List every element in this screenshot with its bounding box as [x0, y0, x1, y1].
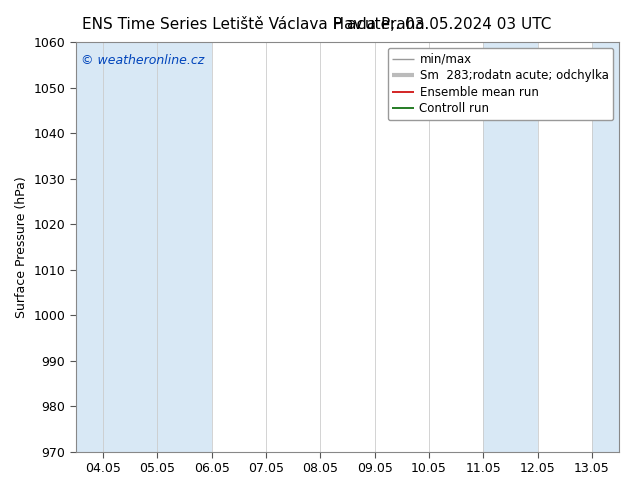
- Bar: [76, 42, 212, 452]
- Y-axis label: Surface Pressure (hPa): Surface Pressure (hPa): [15, 176, 28, 318]
- Legend: min/max, Sm  283;rodatn acute; odchylka, Ensemble mean run, Controll run: min/max, Sm 283;rodatn acute; odchylka, …: [387, 48, 613, 120]
- Text: © weatheronline.cz: © weatheronline.cz: [81, 54, 205, 67]
- Bar: [592, 42, 619, 452]
- Text: ENS Time Series Letiště Václava Havla Praha: ENS Time Series Letiště Václava Havla Pr…: [82, 17, 425, 32]
- Text: P acute;. 03.05.2024 03 UTC: P acute;. 03.05.2024 03 UTC: [333, 17, 552, 32]
- Bar: [483, 42, 538, 452]
